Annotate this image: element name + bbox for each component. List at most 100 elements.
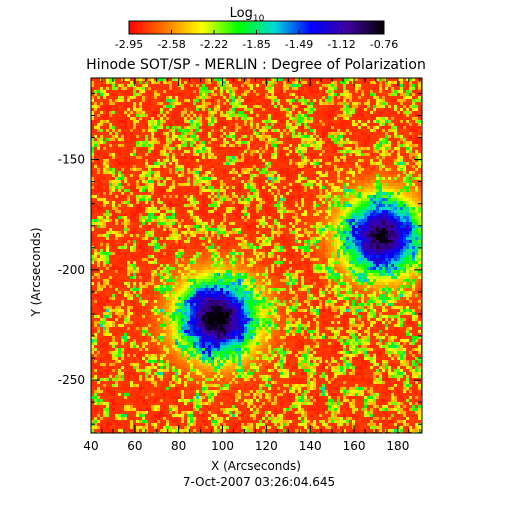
heatmap-cell — [322, 111, 325, 114]
heatmap-cell — [151, 192, 154, 195]
heatmap-cell — [316, 84, 319, 87]
heatmap-cell — [193, 147, 196, 150]
heatmap-cell — [217, 171, 220, 174]
heatmap-cell — [166, 144, 169, 147]
heatmap-cell — [352, 93, 355, 96]
heatmap-cell — [406, 195, 409, 198]
heatmap-cell — [217, 183, 220, 186]
heatmap-cell — [331, 120, 334, 123]
heatmap-cell — [343, 195, 346, 198]
heatmap-cell — [310, 138, 313, 141]
heatmap-cell — [343, 144, 346, 147]
heatmap-cell — [397, 111, 400, 114]
heatmap-cell — [112, 117, 115, 120]
heatmap-cell — [115, 114, 118, 117]
heatmap-cell — [394, 111, 397, 114]
heatmap-cell — [391, 105, 394, 108]
heatmap-cell — [388, 189, 391, 192]
heatmap-cell — [175, 147, 178, 150]
heatmap-cell — [136, 210, 139, 213]
heatmap-cell — [343, 153, 346, 156]
heatmap-cell — [250, 117, 253, 120]
heatmap-cell — [181, 129, 184, 132]
heatmap-cell — [382, 171, 385, 174]
heatmap-cell — [211, 90, 214, 93]
heatmap-cell — [292, 195, 295, 198]
heatmap-cell — [139, 168, 142, 171]
heatmap-cell — [151, 189, 154, 192]
heatmap-cell — [316, 102, 319, 105]
heatmap-cell — [412, 114, 415, 117]
heatmap-cell — [349, 144, 352, 147]
heatmap-cell — [262, 120, 265, 123]
heatmap-cell — [133, 117, 136, 120]
heatmap-cell — [244, 135, 247, 138]
heatmap-cell — [334, 90, 337, 93]
heatmap-cell — [271, 159, 274, 162]
heatmap-cell — [286, 108, 289, 111]
heatmap-cell — [226, 99, 229, 102]
heatmap-cell — [247, 210, 250, 213]
heatmap-cell — [394, 144, 397, 147]
heatmap-cell — [157, 81, 160, 84]
heatmap-cell — [139, 105, 142, 108]
heatmap-cell — [94, 108, 97, 111]
heatmap-cell — [124, 186, 127, 189]
heatmap-cell — [376, 192, 379, 195]
heatmap-cell — [262, 153, 265, 156]
heatmap-cell — [313, 159, 316, 162]
heatmap-cell — [187, 156, 190, 159]
heatmap-cell — [301, 123, 304, 126]
heatmap-cell — [136, 165, 139, 168]
heatmap-cell — [355, 204, 358, 207]
heatmap-cell — [406, 84, 409, 87]
heatmap-cell — [412, 153, 415, 156]
heatmap-cell — [391, 183, 394, 186]
heatmap-cell — [127, 120, 130, 123]
heatmap-cell — [184, 183, 187, 186]
heatmap-cell — [109, 150, 112, 153]
heatmap-cell — [301, 174, 304, 177]
heatmap-cell — [322, 189, 325, 192]
heatmap-cell — [328, 153, 331, 156]
heatmap-cell — [184, 138, 187, 141]
heatmap-cell — [256, 189, 259, 192]
heatmap-cell — [376, 150, 379, 153]
heatmap-cell — [244, 156, 247, 159]
heatmap-cell — [232, 90, 235, 93]
heatmap-cell — [229, 144, 232, 147]
heatmap-cell — [223, 84, 226, 87]
heatmap-cell — [385, 105, 388, 108]
heatmap-cell — [109, 180, 112, 183]
heatmap-cell — [172, 102, 175, 105]
heatmap-cell — [283, 90, 286, 93]
heatmap-cell — [115, 159, 118, 162]
heatmap-cell — [142, 171, 145, 174]
heatmap-cell — [418, 129, 421, 132]
heatmap-cell — [196, 171, 199, 174]
heatmap-cell — [268, 156, 271, 159]
heatmap-cell — [97, 84, 100, 87]
heatmap-cell — [124, 189, 127, 192]
heatmap-cell — [106, 177, 109, 180]
heatmap-cell — [340, 156, 343, 159]
heatmap-cell — [205, 201, 208, 204]
heatmap-cell — [406, 135, 409, 138]
heatmap-cell — [133, 198, 136, 201]
heatmap-cell — [256, 144, 259, 147]
heatmap-cell — [418, 132, 421, 135]
heatmap-cell — [166, 207, 169, 210]
heatmap-cell — [298, 201, 301, 204]
heatmap-cell — [277, 126, 280, 129]
heatmap-cell — [262, 168, 265, 171]
heatmap-cell — [352, 165, 355, 168]
heatmap-cell — [211, 165, 214, 168]
heatmap-cell — [223, 192, 226, 195]
heatmap-cell — [232, 189, 235, 192]
heatmap-cell — [418, 126, 421, 129]
heatmap-cell — [313, 111, 316, 114]
heatmap-cell — [373, 99, 376, 102]
heatmap-cell — [100, 210, 103, 213]
heatmap-cell — [322, 198, 325, 201]
heatmap-cell — [313, 201, 316, 204]
